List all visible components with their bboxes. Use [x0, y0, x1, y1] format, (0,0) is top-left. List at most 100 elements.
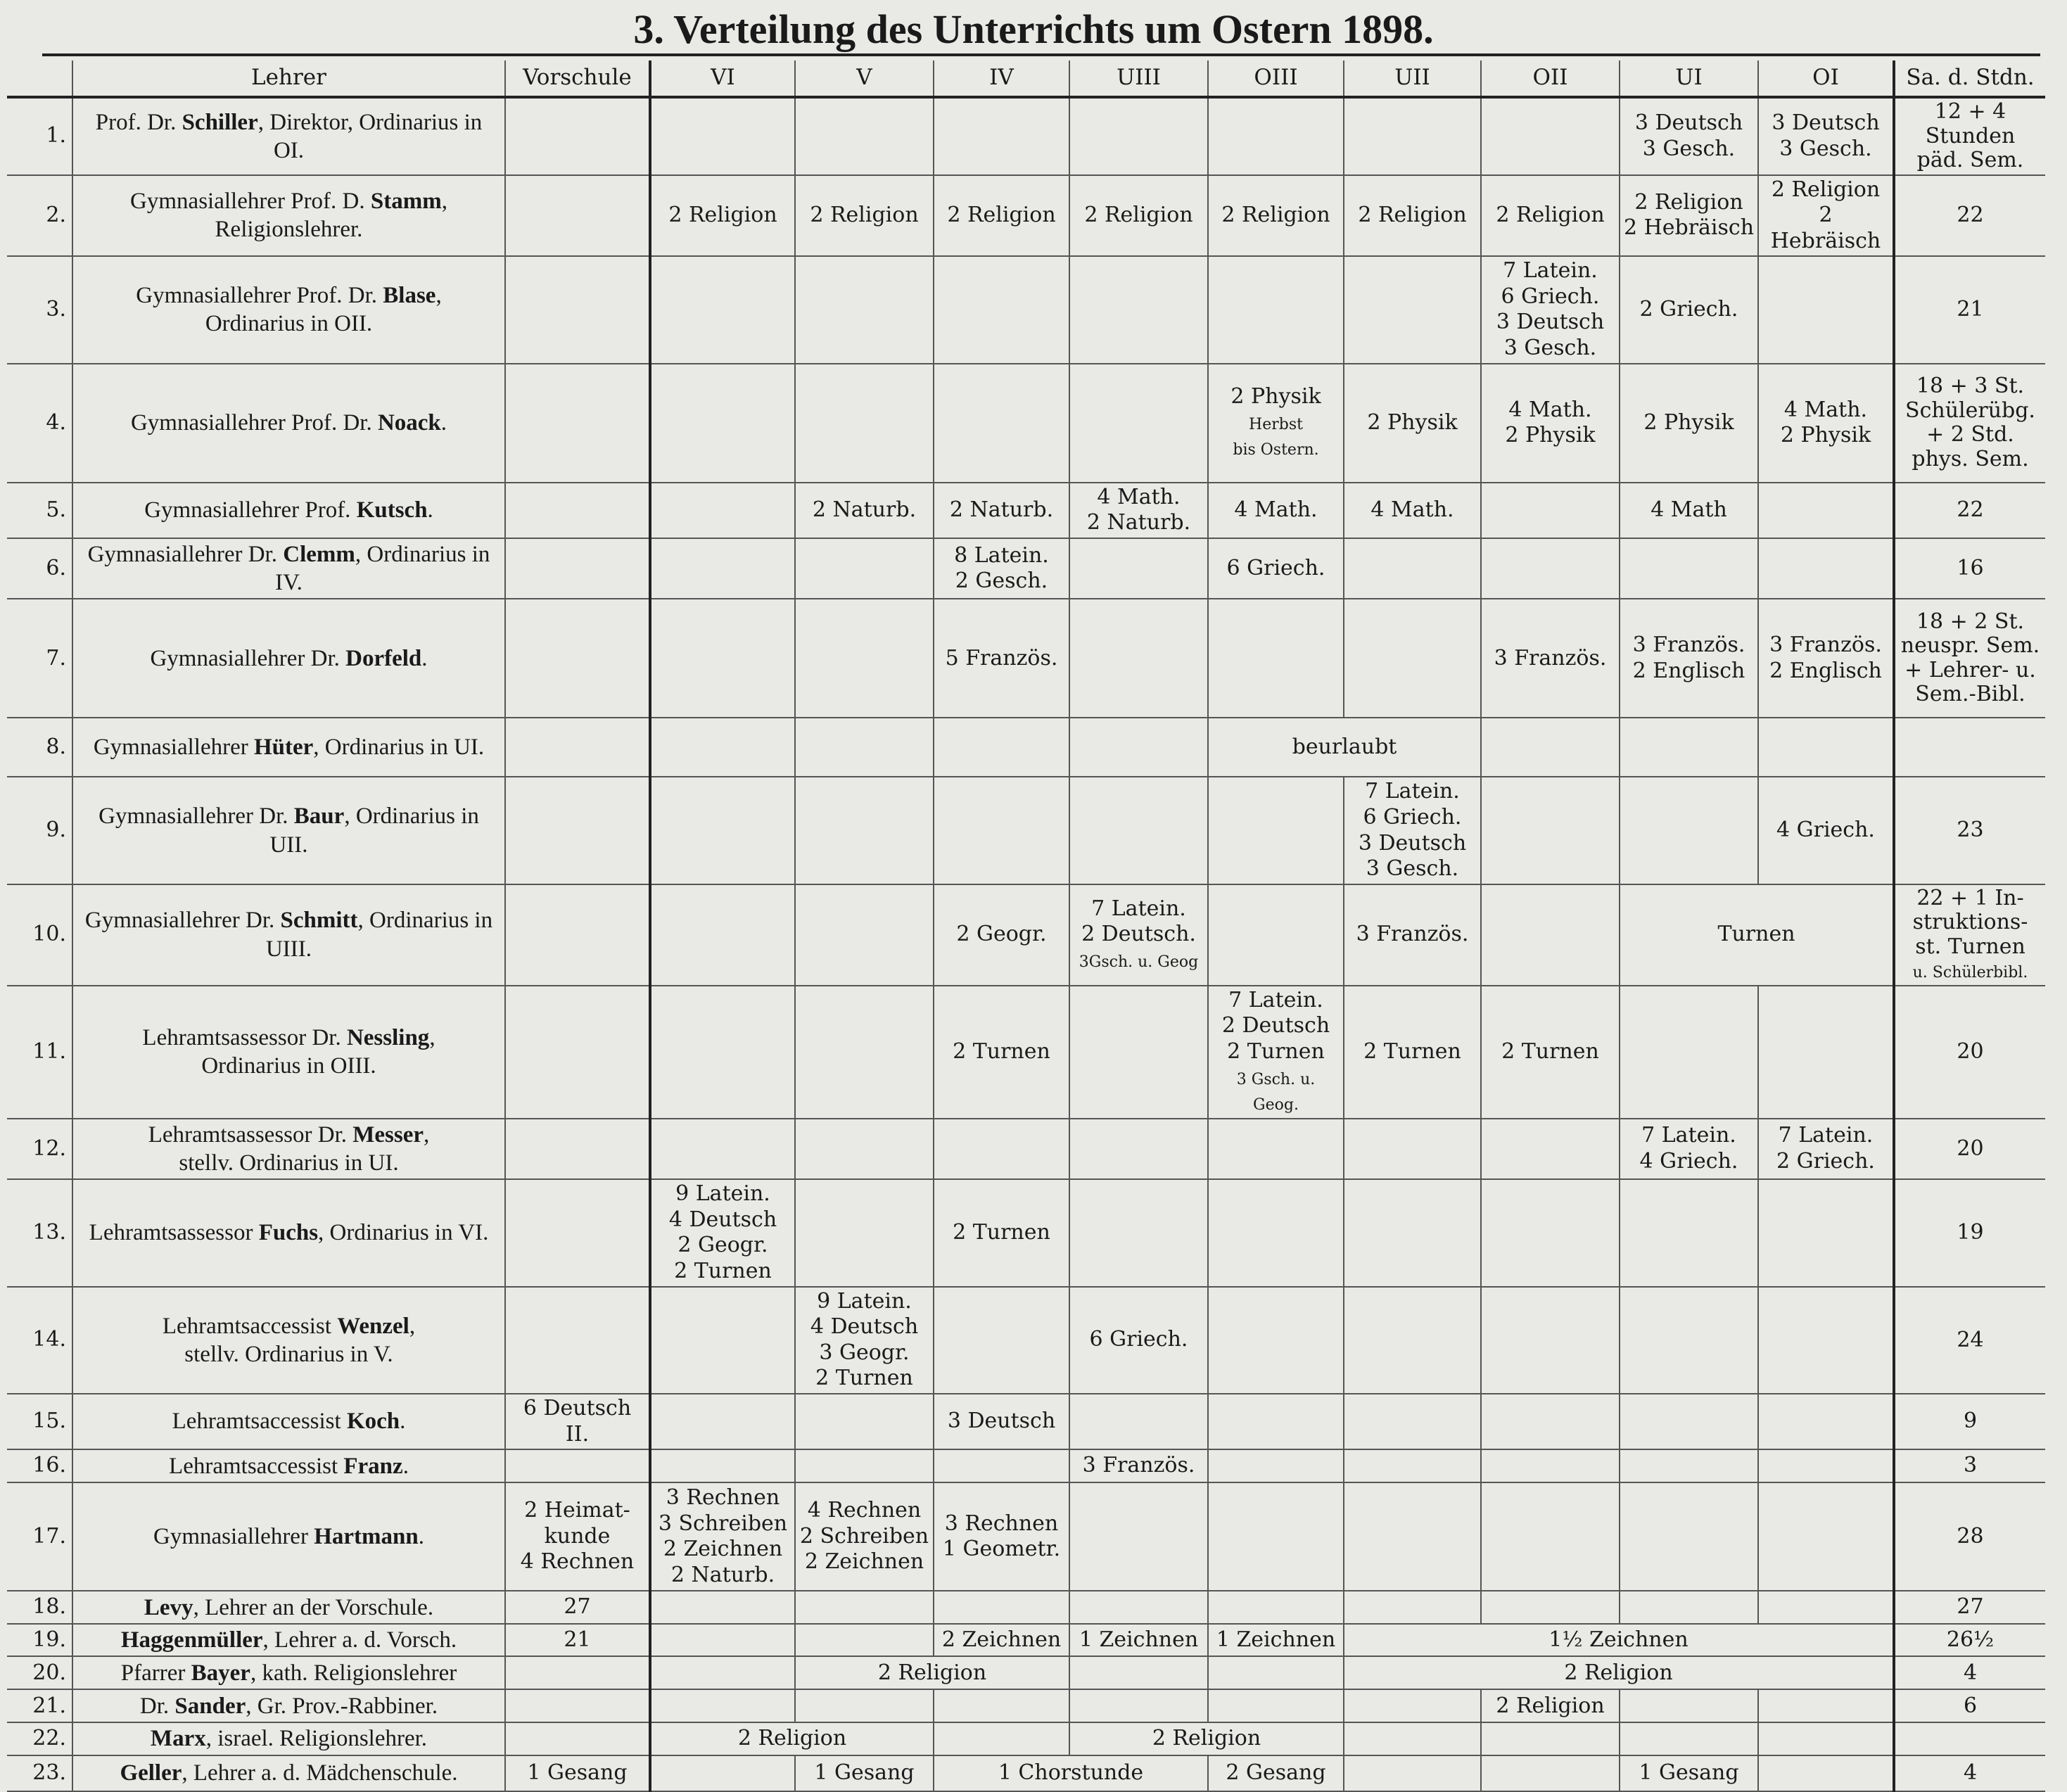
empty-cell: [933, 1118, 1069, 1181]
row-number: 22.: [7, 1722, 72, 1756]
column-header: IV: [933, 61, 1069, 99]
teacher-cell: Lehramtsaccessist Koch.: [72, 1393, 505, 1451]
lesson-text: 3 Französ. 2 Englisch: [1769, 633, 1882, 683]
empty-cell: [933, 1449, 1069, 1484]
empty-cell: [1480, 1118, 1620, 1181]
empty-cell: [1343, 1449, 1481, 1484]
empty-cell: [1480, 97, 1620, 176]
teacher-name: Blase: [383, 283, 436, 309]
lesson-cell: 4 Math. 2 Physik: [1757, 363, 1894, 483]
lesson-cell: 2 Religion: [1343, 1656, 1894, 1691]
lesson-cell: 2 Religion: [649, 1722, 934, 1756]
empty-cell: [1069, 538, 1208, 600]
empty-cell: [649, 884, 795, 986]
lesson-cell: 6 Griech.: [1207, 538, 1344, 600]
table-row: 14. Lehramtsaccessist Wenzel, stellv. Ord…: [7, 1286, 2045, 1394]
teacher-role: .: [427, 497, 433, 523]
teacher-cell: Dr. Sander, Gr. Prov.-Rabbiner.: [72, 1689, 505, 1724]
empty-cell: [1069, 256, 1208, 364]
lesson-cell: Turnen: [1619, 884, 1894, 986]
lesson-cell: 21: [504, 1624, 650, 1658]
lesson-cell: 2 Geogr.: [933, 884, 1069, 986]
empty-cell: [1069, 777, 1208, 885]
empty-cell: [933, 363, 1069, 483]
empty-cell: [1069, 1118, 1208, 1181]
lesson-text: 2 Religion: [810, 203, 919, 228]
lesson-text: 7 Latein. 6 Griech. 3 Deutsch 3 Gesch.: [1496, 258, 1605, 361]
lesson-text: 3 Deutsch: [947, 1409, 1056, 1434]
lesson-text: 2 Geogr.: [956, 922, 1047, 947]
empty-cell: [504, 985, 650, 1119]
empty-cell: [1207, 1591, 1344, 1625]
teacher-role: , Direktor, Ordinarius in OI.: [257, 109, 483, 163]
table-row: 13. Lehramtsassessor Fuchs, Ordinarius in…: [7, 1179, 2045, 1288]
empty-cell: [933, 777, 1069, 885]
hours-total: 24: [1893, 1286, 2045, 1394]
hours-total: 3: [1893, 1449, 2045, 1484]
teacher-cell: Gymnasiallehrer Prof. Dr. Noack.: [72, 363, 505, 483]
lesson-cell: 2 Physik Herbst bis Ostern.: [1207, 363, 1344, 483]
lesson-cell: 9 Latein. 4 Deutsch 2 Geogr. 2 Turnen: [649, 1179, 795, 1288]
lesson-text: 6 Griech.: [1226, 555, 1325, 580]
table-row: 19. Haggenmüller, Lehrer a. d. Vorsch. 21 2…: [7, 1624, 2045, 1658]
lesson-cell: 1 Gesang: [1619, 1755, 1758, 1792]
empty-cell: [1343, 1722, 1481, 1756]
table-row: 11. Lehramtsassessor Dr. Nessling, Ordina…: [7, 985, 2045, 1119]
lesson-cell: 2 Religion: [1343, 174, 1481, 258]
lesson-text: 2 Physik: [1643, 409, 1734, 435]
row-number: 10.: [7, 884, 72, 986]
lesson-cell: 9 Latein. 4 Deutsch 3 Geogr. 2 Turnen: [794, 1286, 934, 1394]
lesson-text: 6 Deutsch II.: [523, 1395, 632, 1447]
hours-total: 26½: [1893, 1624, 2045, 1658]
empty-cell: [1480, 1449, 1620, 1484]
lesson-text: 7 Latein. 2 Griech.: [1776, 1123, 1875, 1174]
hours-total: 20: [1893, 1118, 2045, 1181]
column-header: UIII: [1069, 61, 1208, 99]
lesson-text: 4 Math.: [1234, 497, 1318, 522]
teacher-role: , Ordinarius in OII.: [205, 283, 442, 337]
table-row: 17. Gymnasiallehrer Hartmann. 2 Heimat- ku…: [7, 1482, 2045, 1592]
lesson-cell: 2 Religion: [933, 174, 1069, 258]
lesson-text: 4 Griech.: [1776, 818, 1875, 843]
teacher-role: , stellv. Ordinarius in UI.: [179, 1121, 430, 1176]
table-row: 22. Marx, israel. Religionslehrer. 2 Relig…: [7, 1722, 2045, 1756]
teacher-cell: Marx, israel. Religionslehrer.: [72, 1722, 505, 1756]
lesson-text: 2 Zeichnen: [941, 1627, 1062, 1652]
empty-cell: [649, 1656, 795, 1691]
empty-cell: [794, 1624, 934, 1658]
empty-cell: [649, 97, 795, 176]
table-row: 20. Pfarrer Bayer, kath. Religionslehrer 2…: [7, 1656, 2045, 1691]
distribution-table: Lehrer Vorschule VI V IV UIII OIII UII OII UI OI Sa…: [7, 61, 2045, 1792]
lesson-text: 4 Math: [1651, 497, 1727, 522]
teacher-role: , Ordinarius in UIII.: [265, 908, 493, 962]
lesson-text: 3 Rechnen 1 Geometr.: [942, 1511, 1061, 1562]
empty-cell: [1480, 1722, 1620, 1756]
lesson-cell: 4 Math. 2 Naturb.: [1069, 482, 1208, 539]
empty-cell: [1619, 1722, 1758, 1756]
empty-cell: [1619, 985, 1758, 1119]
empty-cell: [933, 256, 1069, 364]
empty-cell: [1757, 1722, 1894, 1756]
lesson-text: 3 Deutsch 3 Gesch.: [1634, 110, 1743, 161]
empty-cell: [1757, 1449, 1894, 1484]
empty-cell: [794, 538, 934, 600]
lesson-cell: 2 Religion: [1069, 174, 1208, 258]
lesson-cell: 3 Deutsch 3 Gesch.: [1619, 97, 1758, 176]
empty-cell: [649, 1286, 795, 1394]
lesson-cell: 3 Französ.: [1480, 599, 1620, 719]
row-number: 21.: [7, 1689, 72, 1724]
lesson-cell: 7 Latein. 2 Deutsch. 3Gsch. u. Geog: [1069, 884, 1208, 986]
empty-cell: [1619, 1591, 1758, 1625]
teacher-role: , Ordinarius in VI.: [318, 1220, 489, 1246]
lesson-cell: 2 Religion 2 Hebräisch: [1619, 174, 1758, 258]
lesson-cell: 1 Chorstunde: [933, 1755, 1208, 1792]
teacher-cell: Gymnasiallehrer Prof. D. Stamm, Religion…: [72, 174, 505, 258]
lesson-note: Herbst bis Ostern.: [1233, 415, 1319, 459]
teacher-role: .: [418, 1524, 424, 1549]
teacher-title: Lehramtsassessor Dr.: [148, 1121, 353, 1148]
teacher-title: Gymnasiallehrer Dr.: [84, 908, 281, 934]
teacher-role: , Lehrer an der Vorschule.: [193, 1594, 434, 1620]
table-row: 10. Gymnasiallehrer Dr. Schmitt, Ordinari…: [7, 884, 2045, 986]
empty-cell: [504, 1449, 650, 1484]
empty-cell: [794, 985, 934, 1119]
